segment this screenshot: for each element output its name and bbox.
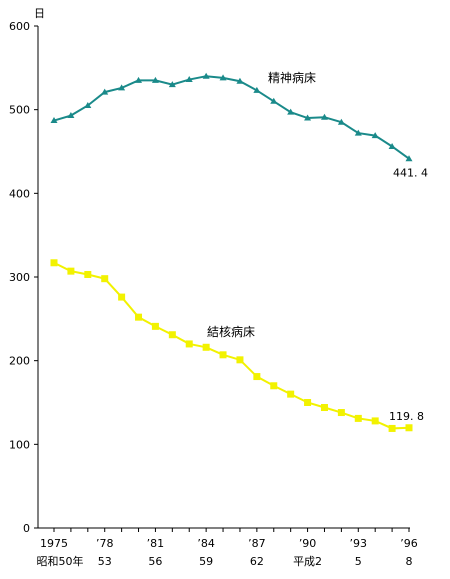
data-point-square <box>337 409 345 417</box>
x-tick-label-year: 1975 <box>40 537 68 550</box>
data-point-triangle <box>337 118 345 125</box>
data-point-square <box>320 404 328 412</box>
y-tick-label: 0 <box>23 522 30 535</box>
x-tick-label-era: 53 <box>98 555 112 568</box>
data-point-triangle <box>118 84 126 91</box>
series-end-value-label: 119. 8 <box>389 410 424 423</box>
data-point-square <box>388 424 396 432</box>
data-point-square <box>219 351 227 359</box>
x-tick-label-year: ’81 <box>147 537 165 550</box>
data-point-triangle <box>185 76 193 83</box>
series-1: 結核病床 119. 8 <box>50 259 424 432</box>
series-line <box>53 261 410 430</box>
data-point-square <box>405 424 413 432</box>
y-tick-label: 500 <box>9 104 30 117</box>
data-point-square <box>236 356 244 364</box>
data-point-square <box>67 267 75 275</box>
x-tick-label-era: 56 <box>148 555 162 568</box>
data-point-square <box>84 270 92 278</box>
y-tick-label: 400 <box>9 187 30 200</box>
data-point-triangle <box>287 108 295 115</box>
data-point-square <box>304 399 312 406</box>
y-axis: 0 100 200 300 400 500 600 <box>9 20 39 535</box>
x-tick-label-year: ’78 <box>96 537 114 550</box>
data-point-square <box>253 373 261 381</box>
data-point-square <box>270 382 278 390</box>
x-tick-label-era: 平成2 <box>293 555 322 568</box>
data-point-square <box>168 331 176 339</box>
series-name-label: 結核病床 <box>207 324 255 339</box>
data-point-triangle <box>84 101 92 108</box>
y-tick-label: 100 <box>9 438 30 451</box>
y-axis-unit-label: 日 <box>34 7 45 20</box>
data-point-triangle <box>67 112 75 119</box>
data-point-square <box>202 343 210 351</box>
data-point-triangle <box>202 72 210 79</box>
x-axis: 1975 昭和50年 ’78 53 ’81 56 ’84 59 ’87 62 ’90 平成2 ’93 5 ’… <box>37 527 418 568</box>
data-point-square <box>101 275 109 283</box>
data-point-triangle <box>320 113 328 120</box>
series-layer: 精神病床 441. 4 結核病床 119. 8 <box>50 70 428 432</box>
data-point-triangle <box>219 74 227 81</box>
x-tick-label-year: ’84 <box>197 537 215 550</box>
data-point-square <box>135 313 143 321</box>
y-tick-label: 200 <box>9 355 30 368</box>
data-point-triangle <box>50 117 58 124</box>
x-tick-label-year: ’87 <box>248 537 266 550</box>
data-point-square <box>287 390 295 398</box>
data-point-square <box>50 259 58 267</box>
series-end-value-label: 441. 4 <box>393 167 428 180</box>
data-point-triangle <box>354 129 362 136</box>
x-tick-label-era: 59 <box>199 555 213 568</box>
x-tick-label-year: ’90 <box>299 537 317 550</box>
series-line <box>53 75 410 160</box>
data-point-triangle <box>371 132 379 139</box>
data-point-triangle <box>388 142 396 149</box>
data-point-square <box>185 340 193 348</box>
data-point-triangle <box>151 76 159 83</box>
data-point-triangle <box>101 88 109 95</box>
data-point-triangle <box>270 97 278 104</box>
data-point-square <box>151 322 159 330</box>
data-point-triangle <box>253 86 261 93</box>
data-point-triangle <box>304 114 312 121</box>
data-point-triangle <box>135 76 143 83</box>
data-point-square <box>118 293 126 301</box>
x-tick-label-year: ’96 <box>400 537 418 550</box>
x-tick-label-era: 5 <box>355 555 362 568</box>
series-0: 精神病床 441. 4 <box>50 70 428 180</box>
data-point-triangle <box>168 81 176 88</box>
y-tick-label: 600 <box>9 20 30 33</box>
data-point-triangle <box>405 155 413 162</box>
data-point-square <box>371 417 379 425</box>
data-point-triangle <box>236 77 244 84</box>
series-name-label: 精神病床 <box>268 70 316 85</box>
y-tick-label: 300 <box>9 271 30 284</box>
x-tick-label-year: ’93 <box>350 537 368 550</box>
x-tick-label-era: 8 <box>406 555 413 568</box>
x-tick-label-era: 昭和50年 <box>37 554 84 568</box>
x-tick-label-era: 62 <box>250 555 264 568</box>
data-point-square <box>354 414 362 422</box>
